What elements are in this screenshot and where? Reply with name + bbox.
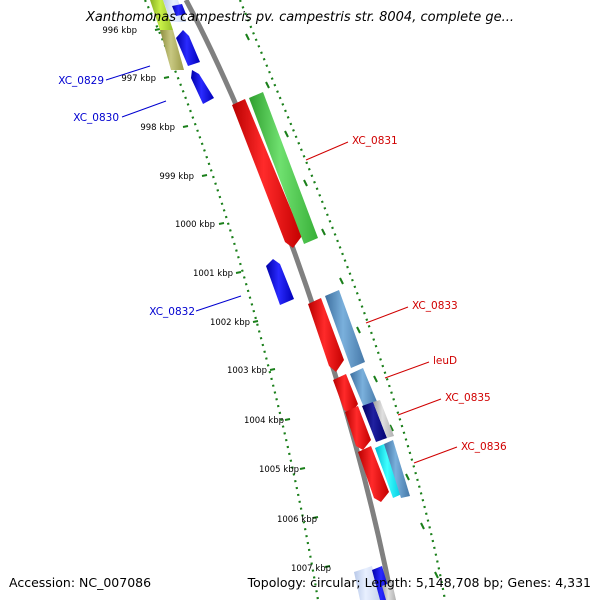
feature-lime[interactable] (150, 0, 173, 30)
gene-XC_0831-red[interactable] (232, 99, 302, 248)
tick-label-1000: 1000 kbp (175, 220, 215, 230)
outer-ruler-ticks (245, 33, 439, 579)
gene-XC_0831[interactable] (249, 92, 318, 244)
tick-label-999: 999 kbp (159, 172, 194, 182)
tick-label-1002: 1002 kbp (210, 318, 250, 328)
gene-XC_0833-red[interactable] (308, 298, 344, 372)
gene-XC_0835[interactable] (362, 402, 387, 442)
tick-labels: 996 kbp 997 kbp 998 kbp 999 kbp 1000 kbp… (102, 26, 331, 574)
label-XC_0830[interactable]: XC_0830 (73, 112, 119, 124)
label-XC_0835[interactable]: XC_0835 (445, 392, 491, 404)
tick-label-1004: 1004 kbp (244, 416, 284, 426)
gene-XC_0836[interactable] (384, 440, 410, 498)
inner-ruler-ticks (154, 28, 331, 568)
label-XC_0829[interactable]: XC_0829 (58, 75, 104, 87)
gene-XC_0836-cyan[interactable] (375, 444, 402, 498)
accession-text: Accession: NC_007086 (9, 575, 151, 590)
label-XC_0836[interactable]: XC_0836 (461, 441, 507, 453)
tick-label-1001: 1001 kbp (193, 269, 233, 279)
tick-label-1005: 1005 kbp (259, 465, 299, 475)
genome-summary-text: Topology: circular; Length: 5,148,708 bp… (247, 575, 591, 590)
label-XC_0833[interactable]: XC_0833 (412, 300, 458, 312)
feature-blue-top-1[interactable] (172, 4, 186, 16)
gene-XC_0833[interactable] (325, 290, 365, 368)
tick-label-997: 997 kbp (121, 74, 156, 84)
genome-backbone (183, 0, 395, 600)
label-XC_0832[interactable]: XC_0832 (149, 306, 195, 318)
tick-label-1006: 1006 kbp (277, 515, 317, 525)
tick-label-998: 998 kbp (140, 123, 175, 133)
scale-ruler-outer (238, 0, 447, 600)
tick-label-1003: 1003 kbp (227, 366, 267, 376)
tick-label-1007: 1007 kbp (291, 564, 331, 574)
gene-leuD-red[interactable] (333, 374, 358, 414)
label-leuD[interactable]: leuD (433, 355, 457, 367)
gene-XC_0835-grey[interactable] (373, 400, 394, 438)
gene-leuD[interactable] (350, 368, 378, 410)
gene-XC_0835-red[interactable] (345, 406, 371, 450)
label-connectors (105, 65, 458, 464)
tick-label-996: 996 kbp (102, 26, 137, 36)
gene-XC_0830[interactable] (191, 70, 214, 104)
label-XC_0831[interactable]: XC_0831 (352, 135, 398, 147)
gene-XC_0832[interactable] (266, 259, 294, 305)
gene-XC_0829[interactable] (176, 30, 200, 66)
map-title: Xanthomonas campestris pv. campestris st… (85, 10, 514, 25)
feature-olive[interactable] (160, 30, 184, 70)
feature-grey-bottom[interactable] (382, 582, 396, 600)
gene-XC_0836-red[interactable] (358, 446, 389, 502)
